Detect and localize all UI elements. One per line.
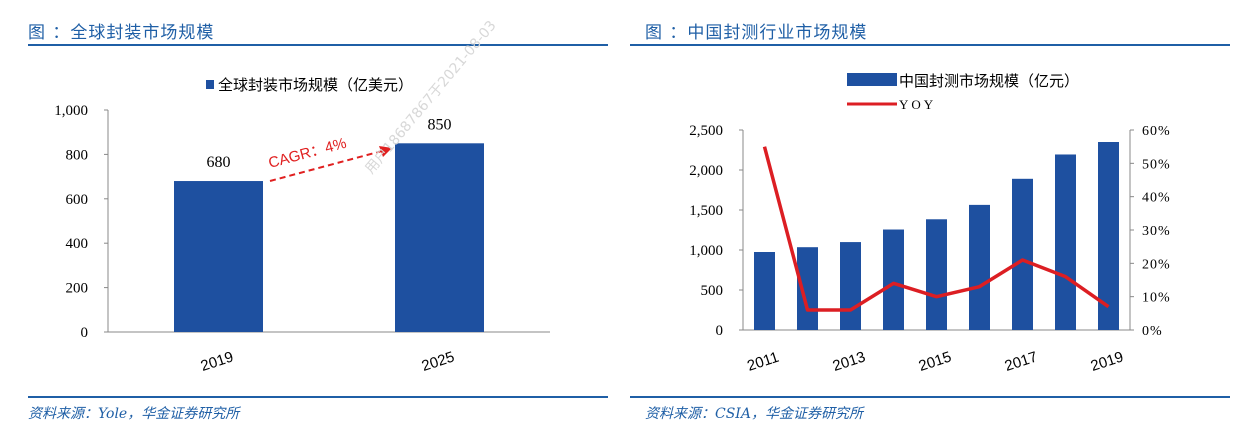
right-panel: 图 ：中国封测行业市场规模 0 500 1,000 1,500 2,000 2,500 0%…: [625, 0, 1255, 447]
right-left-tick-label: 1,000: [689, 243, 723, 259]
right-marks: 2011 2013 2015 2017 2019: [745, 142, 1126, 375]
right-chart: 0 500 1,000 1,500 2,000 2,500 0% 10% 20% 30% 40% 50…: [689, 73, 1171, 375]
left-y-tick-label: 0: [81, 325, 89, 341]
right-legend-bar-label: 中国封测市场规模（亿元）: [899, 73, 1079, 90]
left-bar: [174, 181, 263, 332]
right-right-tick-label: 0%: [1142, 324, 1163, 339]
left-chart: 0 200 400 600 800 1,000 680 2019 850 2025 全球封装市场…: [54, 76, 550, 375]
right-yoy-line: [762, 146, 1110, 312]
left-bar: [395, 143, 484, 332]
left-y-tick-label: 200: [66, 281, 89, 297]
right-bar: [1012, 178, 1033, 330]
right-figure-title: 图 ：中国封测行业市场规模: [645, 23, 868, 43]
right-left-tick-label: 1,500: [689, 203, 723, 219]
right-bar: [1098, 142, 1119, 330]
right-source: 资料来源：CSIA，华金证券研究所: [645, 406, 863, 422]
right-title-rule: [630, 44, 1230, 46]
left-bottom-rule: [28, 396, 608, 398]
left-y-tick-label: 800: [66, 147, 89, 163]
right-x-tick-label: 2013: [831, 348, 868, 374]
right-right-tick-label: 50%: [1142, 157, 1171, 172]
left-y-tick-label: 400: [66, 236, 89, 252]
right-bar: [969, 204, 990, 330]
right-bar: [926, 219, 947, 330]
right-bottom-rule: [630, 396, 1230, 398]
right-right-tick-label: 60%: [1142, 124, 1171, 139]
right-right-tick-label: 20%: [1142, 257, 1171, 272]
left-legend-label: 全球封装市场规模（亿美元）: [218, 76, 413, 94]
right-x-tick-label: 2015: [917, 348, 954, 374]
left-source: 资料来源：Yole，华金证券研究所: [28, 406, 240, 422]
right-legend-line-label: YOY: [899, 97, 936, 112]
left-marks: 680 2019 850 2025: [174, 116, 484, 375]
right-x-tick-label: 2017: [1003, 348, 1040, 374]
right-bar: [840, 242, 861, 330]
right-bar: [883, 229, 904, 330]
left-x-tick-label: 2019: [199, 348, 236, 374]
cagr-annotation: CAGR：4%: [267, 135, 349, 172]
left-y-tick-label: 1,000: [54, 103, 88, 119]
right-x-tick-label: 2019: [1089, 348, 1126, 374]
cagr-arrow-head: [379, 146, 392, 157]
right-left-tick-label: 0: [716, 323, 724, 339]
right-bar: [754, 252, 775, 330]
right-x-tick-label: 2011: [745, 349, 781, 375]
right-bar: [1055, 154, 1076, 330]
right-axes: 0 500 1,000 1,500 2,000 2,500 0% 10% 20% 30% 40% 50…: [689, 123, 1171, 339]
left-bar-data-label: 850: [428, 116, 452, 133]
right-legend-bar-swatch: [847, 73, 897, 86]
right-left-tick-label: 500: [701, 283, 724, 299]
right-right-tick-label: 10%: [1142, 291, 1171, 306]
left-y-tick-label: 600: [66, 192, 89, 208]
right-left-tick-label: 2,000: [689, 163, 723, 179]
left-title-rule: [28, 44, 608, 46]
left-bar-data-label: 680: [207, 154, 231, 171]
left-figure-title: 图 ：全球封装市场规模: [28, 23, 215, 43]
right-right-tick-label: 40%: [1142, 191, 1171, 206]
right-left-tick-label: 2,500: [689, 123, 723, 139]
left-legend-swatch: [206, 80, 214, 89]
left-x-tick-label: 2025: [420, 348, 457, 374]
left-panel: 图 ：全球封装市场规模 0 200 400 600 800 1,000 680 2019 85…: [0, 0, 610, 447]
right-right-tick-label: 30%: [1142, 224, 1171, 239]
